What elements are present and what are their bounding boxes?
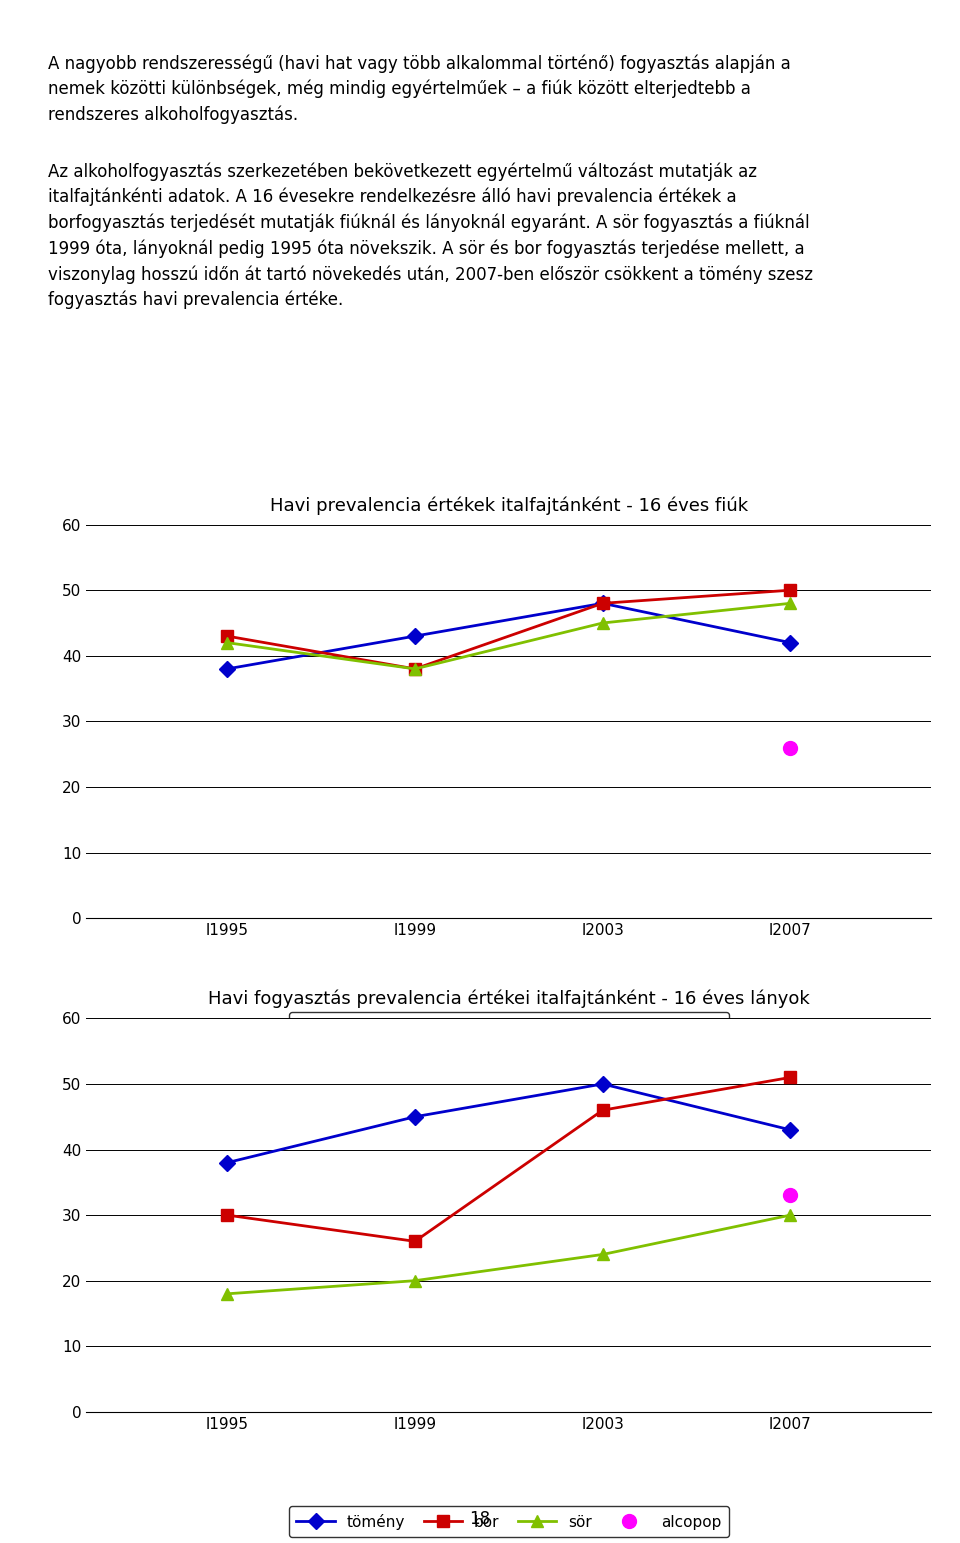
tömény [784, 1120, 796, 1139]
Line: bor: bor [222, 585, 796, 674]
tömény [222, 660, 233, 679]
sör [784, 1207, 796, 1225]
bor [409, 660, 420, 679]
sör [222, 1284, 233, 1302]
tömény [597, 1074, 609, 1092]
Text: 18: 18 [469, 1509, 491, 1528]
sör [222, 633, 233, 651]
bor [222, 1207, 233, 1225]
tömény [784, 633, 796, 651]
Title: Havi prevalencia értékek italfajtánként - 16 éves fiúk: Havi prevalencia értékek italfajtánként … [270, 497, 748, 515]
bor [784, 580, 796, 599]
tömény [409, 626, 420, 645]
tömény [597, 594, 609, 613]
Legend: tömény, bor, sör, alcopop: tömény, bor, sör, alcopop [289, 1012, 729, 1043]
sör [409, 660, 420, 679]
Text: A nagyobb rendszerességű (havi hat vagy több alkalommal történő) fogyasztás alap: A nagyobb rendszerességű (havi hat vagy … [48, 54, 791, 123]
bor [597, 594, 609, 613]
sör [597, 1245, 609, 1264]
bor [409, 1231, 420, 1250]
sör [784, 594, 796, 613]
Title: Havi fogyasztás prevalencia értékei italfajtánként - 16 éves lányok: Havi fogyasztás prevalencia értékei ital… [208, 991, 809, 1009]
Text: Az alkoholfogyasztás szerkezetében bekövetkezett egyértelmű változást mutatják a: Az alkoholfogyasztás szerkezetében beköv… [48, 162, 813, 309]
Line: sör: sör [221, 597, 797, 676]
Legend: tömény, bor, sör, alcopop: tömény, bor, sör, alcopop [289, 1506, 729, 1537]
Line: bor: bor [222, 1072, 796, 1247]
Line: tömény: tömény [222, 1079, 796, 1168]
tömény [409, 1108, 420, 1126]
bor [597, 1102, 609, 1120]
Line: sör: sör [221, 1208, 797, 1301]
tömény [222, 1154, 233, 1173]
bor [784, 1068, 796, 1086]
Line: tömény: tömény [222, 597, 796, 674]
sör [409, 1271, 420, 1290]
sör [597, 614, 609, 633]
bor [222, 626, 233, 645]
